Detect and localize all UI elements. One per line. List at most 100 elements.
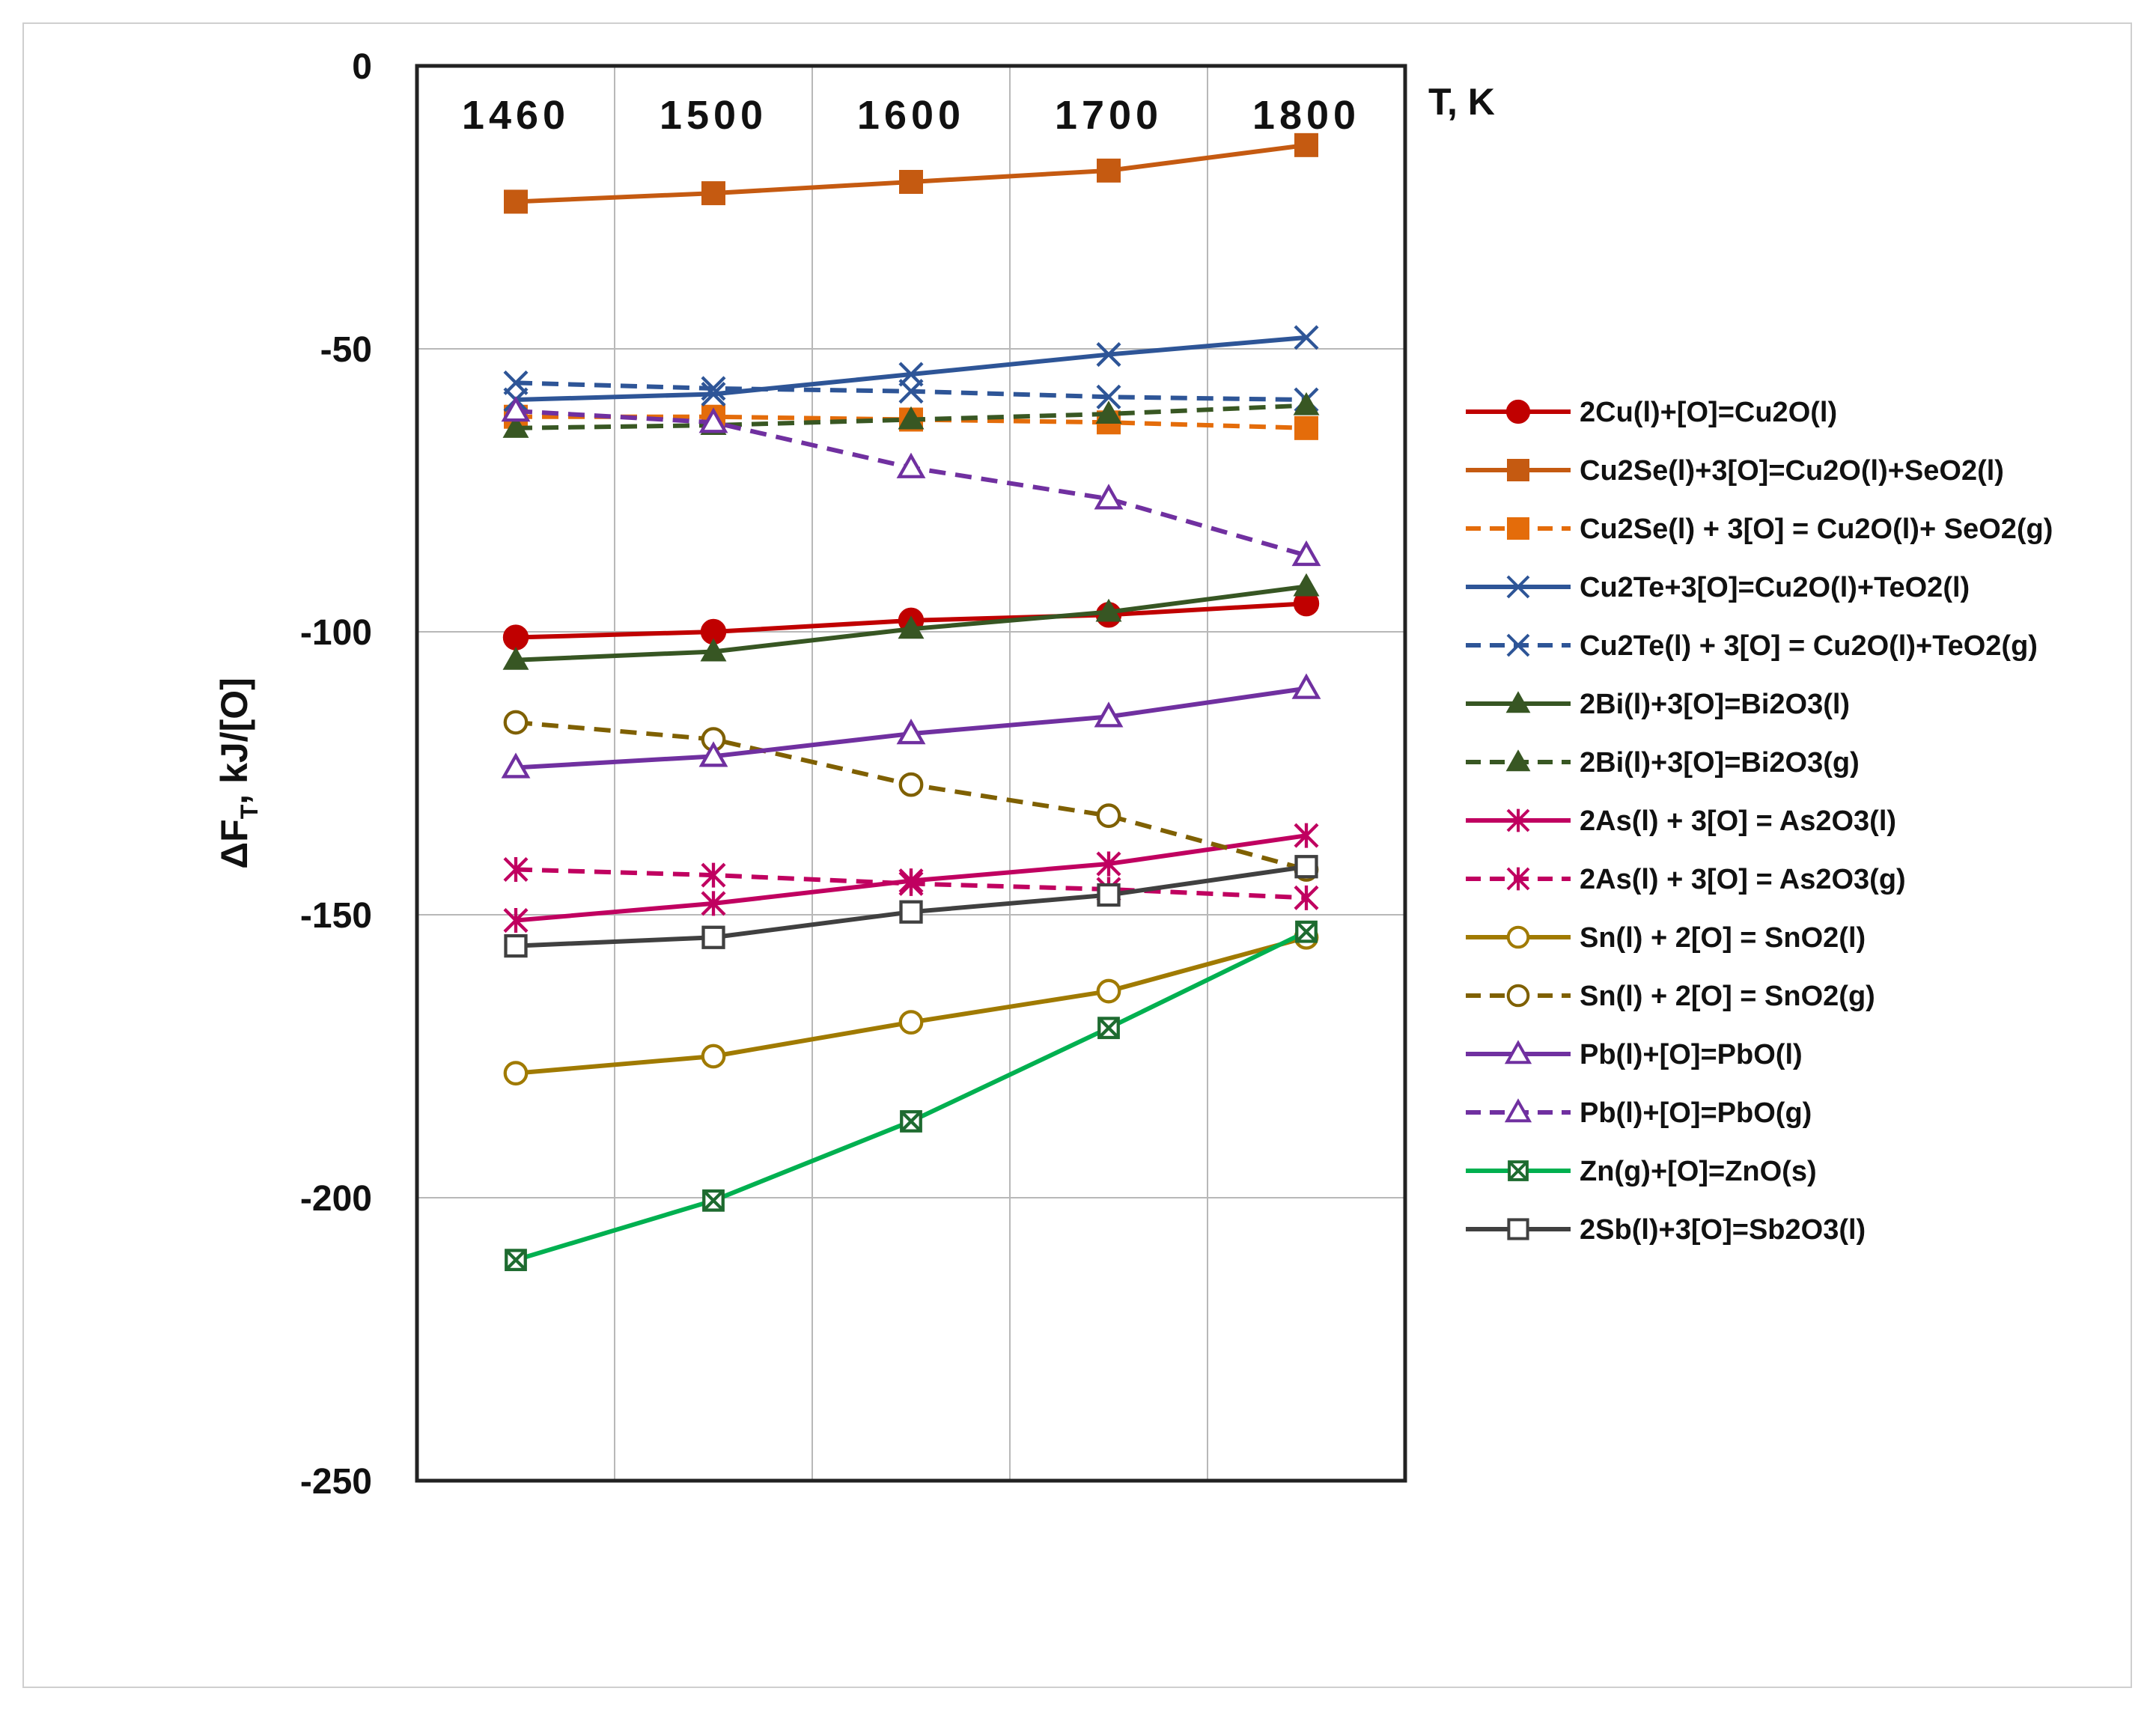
marker-circle-open: [1506, 984, 1530, 1008]
legend-entry: Cu2Se(l)+3[O]=Cu2O(l)+SeO2(l): [1466, 455, 2004, 487]
legend-label: Sn(l) + 2[O] = SnO2(l): [1580, 922, 1866, 954]
marker-circle-open: [898, 772, 924, 797]
legend-entry: 2As(l) + 3[O] = As2O3(l): [1466, 805, 1896, 837]
x-tick-label: 1800: [1252, 93, 1360, 138]
marker-circle-filled: [1505, 399, 1531, 424]
y-axis-title: ΔFT, kJ/[O]: [213, 677, 263, 869]
legend-label: 2Bi(l)+3[O]=Bi2O3(g): [1580, 747, 1860, 779]
marker-square-x: [505, 1249, 527, 1272]
marker-triangle-open: [698, 407, 728, 433]
series: [504, 855, 1318, 958]
legend-label: Sn(l) + 2[O] = SnO2(g): [1580, 981, 1875, 1012]
series: [504, 132, 1318, 214]
legend-label: 2Sb(l)+3[O]=Sb2O3(l): [1580, 1214, 1866, 1246]
marker-triangle-filled: [1095, 400, 1122, 424]
legend-entry: 2As(l) + 3[O] = As2O3(g): [1466, 864, 1906, 895]
legend-label: 2Bi(l)+3[O]=Bi2O3(l): [1580, 689, 1850, 720]
marker-square-filled: [1507, 517, 1529, 540]
y-tick-label: -200: [300, 1179, 372, 1219]
y-axis-title-main: ΔF: [213, 819, 255, 868]
series: [503, 325, 1319, 412]
marker-square-filled: [701, 181, 725, 206]
legend-entry: Cu2Te(l) + 3[O] = Cu2O(l)+TeO2(g): [1466, 630, 2038, 662]
x-axis-ticks: 1460 1500 1600 1700 1800: [462, 93, 1360, 138]
y-tick-label: -250: [300, 1462, 372, 1502]
marker-cross: [704, 1191, 723, 1210]
gridlines: [417, 66, 1405, 1481]
marker-triangle-open: [1291, 540, 1321, 567]
x-tick-label: 1500: [660, 93, 767, 138]
series-line: [515, 929, 1308, 1263]
legend-label: Cu2Se(l) + 3[O] = Cu2O(l)+ SeO2(g): [1580, 514, 2053, 545]
marker-asterisk: [701, 862, 726, 888]
legend-entry: Cu2Te+3[O]=Cu2O(l)+TeO2(l): [1466, 572, 1970, 603]
y-tick-label: 0: [352, 47, 372, 87]
x-tick-label: 1700: [1055, 93, 1163, 138]
legend-entry: Zn(g)+[O]=ZnO(s): [1466, 1156, 1817, 1187]
legend-label: 2As(l) + 3[O] = As2O3(l): [1580, 805, 1896, 837]
legend-label: Pb(l)+[O]=PbO(l): [1580, 1039, 1803, 1070]
marker-asterisk: [1506, 867, 1530, 891]
marker-square-open: [899, 900, 923, 924]
legend-entry: Sn(l) + 2[O] = SnO2(l): [1466, 922, 1866, 954]
marker-square-filled: [1097, 158, 1121, 183]
marker-triangle-open: [1504, 1040, 1532, 1064]
marker-triangle-open: [1504, 1098, 1532, 1123]
marker-x: [503, 370, 529, 395]
marker-triangle-filled: [1293, 392, 1320, 415]
marker-x: [1096, 342, 1121, 368]
marker-asterisk: [1294, 885, 1319, 910]
legend-label: Cu2Te+3[O]=Cu2O(l)+TeO2(l): [1580, 572, 1970, 603]
legend-entry: Pb(l)+[O]=PbO(g): [1466, 1097, 1812, 1129]
legend-entry: 2Cu(l)+[O]=Cu2O(l): [1466, 397, 1837, 428]
series: [501, 396, 1321, 567]
marker-asterisk: [701, 891, 726, 916]
legend-label: 2Cu(l)+[O]=Cu2O(l): [1580, 397, 1837, 428]
marker-square-open: [701, 925, 725, 949]
marker-triangle-open: [1094, 701, 1124, 728]
marker-square-open: [504, 933, 528, 958]
marker-triangle-open: [501, 752, 531, 779]
marker-circle-open: [701, 1044, 726, 1069]
marker-square-open: [1294, 855, 1318, 879]
marker-x: [701, 376, 726, 401]
marker-triangle-open: [896, 718, 926, 745]
marker-asterisk: [1506, 808, 1530, 832]
marker-square-open: [1097, 883, 1121, 907]
y-tick-label: -150: [300, 896, 372, 936]
series: [505, 920, 1318, 1272]
y-tick-label: -100: [300, 613, 372, 653]
marker-asterisk: [1294, 823, 1319, 848]
marker-triangle-filled: [1505, 749, 1531, 772]
marker-circle-filled: [502, 624, 529, 651]
y-axis-title-unit: , kJ/[O]: [213, 677, 255, 804]
marker-square-open: [1507, 1218, 1529, 1240]
legend-label: Cu2Te(l) + 3[O] = Cu2O(l)+TeO2(g): [1580, 630, 2038, 662]
x-axis-title: T, K: [1428, 81, 1495, 123]
marker-x: [898, 379, 924, 404]
marker-x: [1294, 325, 1319, 350]
legend-label: Cu2Se(l)+3[O]=Cu2O(l)+SeO2(l): [1580, 455, 2004, 487]
series-line: [515, 409, 1307, 558]
series: [503, 924, 1319, 1086]
y-axis-title-sub: T: [236, 804, 263, 819]
marker-square-filled: [504, 189, 528, 214]
marker-triangle-filled: [502, 647, 529, 670]
marker-circle-open: [1096, 978, 1121, 1004]
marker-triangle-filled: [898, 615, 925, 639]
marker-asterisk: [503, 857, 529, 883]
marker-triangle-open: [698, 741, 728, 767]
x-tick-label: 1600: [857, 93, 965, 138]
marker-cross: [1509, 1162, 1527, 1180]
marker-triangle-filled: [1095, 598, 1122, 622]
marker-square-x: [702, 1189, 725, 1212]
marker-x: [1506, 633, 1530, 657]
y-axis-ticks: 0 -50 -100 -150 -200 -250: [300, 47, 372, 1502]
legend: 2Cu(l)+[O]=Cu2O(l) Cu2Se(l)+3[O]=Cu2O(l)+…: [1466, 397, 2053, 1246]
series: [503, 370, 1319, 412]
legend-label: 2As(l) + 3[O] = As2O3(g): [1580, 864, 1906, 895]
marker-square-filled: [1294, 132, 1318, 157]
marker-triangle-filled: [1505, 691, 1531, 713]
marker-x: [1506, 575, 1530, 599]
